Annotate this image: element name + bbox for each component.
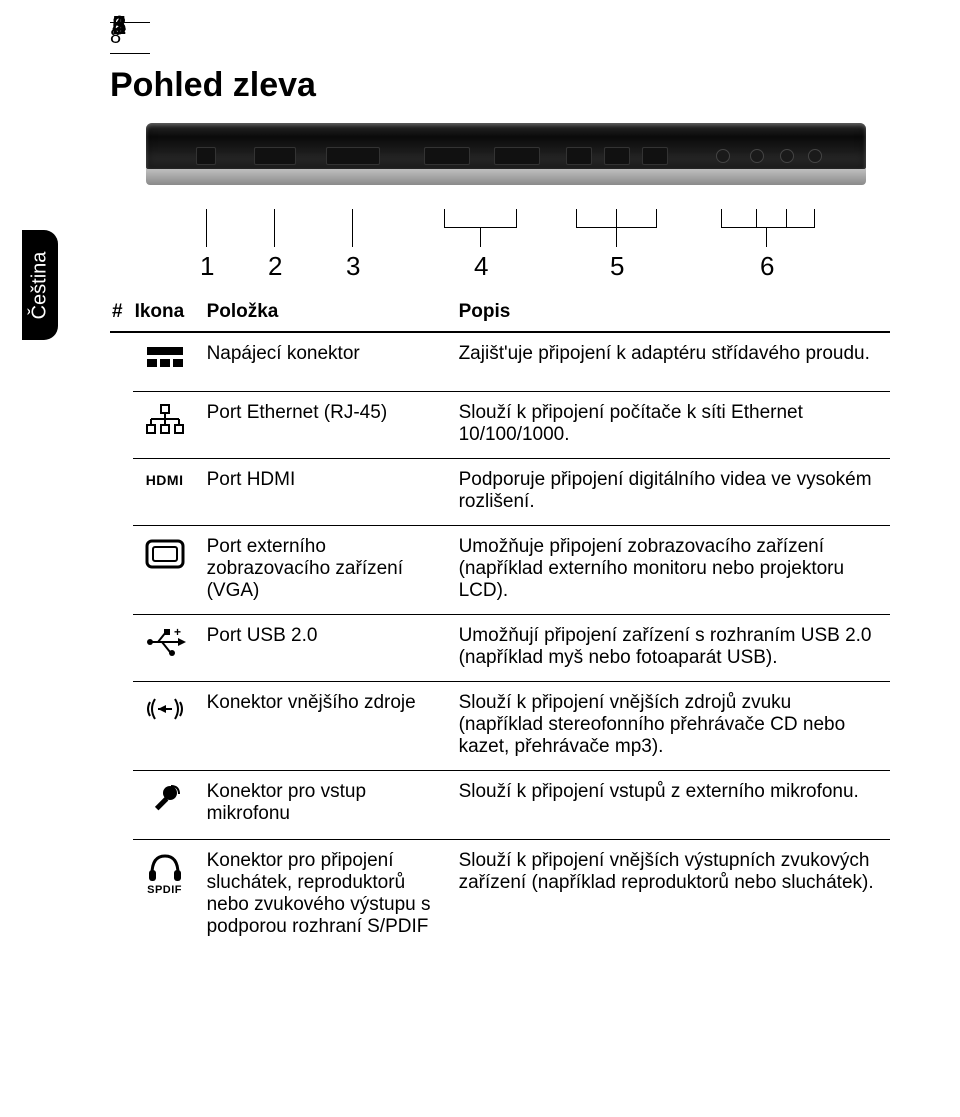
cell-icon: SPDIF: [133, 840, 205, 951]
cell-item: Port Ethernet (RJ-45): [205, 392, 457, 459]
language-tab: Čeština: [22, 230, 58, 340]
cell-icon: HDMI: [133, 459, 205, 526]
leader-drop: [480, 227, 481, 247]
header-item: Položka: [205, 295, 457, 332]
leader-line: [206, 209, 207, 227]
cell-desc: Zajišt'uje připojení k adaptéru střídavé…: [457, 332, 890, 392]
cell-item: Konektor pro vstup mikrofonu: [205, 771, 457, 840]
cell-item: Port USB 2.0: [205, 615, 457, 682]
table-row: 2 Port Ethernet (RJ-45)Slouží k připojen…: [110, 392, 890, 459]
ports-table: # Ikona Položka Popis 1 Napájecí konekto…: [110, 295, 890, 950]
figure-numbers: 1 2 3 4 5 6: [146, 251, 866, 285]
figure-number: 6: [760, 251, 774, 282]
page-title: Pohled zleva: [110, 66, 890, 105]
header-num: #: [110, 295, 133, 332]
line-in-icon: [144, 694, 186, 724]
port: [604, 147, 630, 165]
cell-item: Port HDMI: [205, 459, 457, 526]
table-row: 6 Konektor vnějšího zdrojeSlouží k připo…: [110, 682, 890, 771]
port: [780, 149, 794, 163]
language-tab-label: Čeština: [29, 251, 52, 319]
cell-item: Konektor vnějšího zdroje: [205, 682, 457, 771]
leader-line: [516, 209, 517, 227]
headphones-spdif-icon: SPDIF: [142, 852, 188, 896]
leader-drop: [206, 227, 207, 247]
cell-icon: [133, 682, 205, 771]
laptop-figure: [146, 123, 890, 203]
cell-item: Port externího zobrazovacího zařízení (V…: [205, 526, 457, 615]
table-row: Konektor pro vstup mikrofonuSlouží k při…: [110, 771, 890, 840]
leader-line: [656, 209, 657, 227]
figure-number: 1: [200, 251, 214, 282]
power-icon: [145, 345, 185, 371]
leader-connector: [721, 227, 815, 228]
leader-line: [352, 209, 353, 227]
port: [254, 147, 296, 165]
table-row: 5 + Port USB 2.0Umožňují připojení zaříz…: [110, 615, 890, 682]
table-row: SPDIF Konektor pro připojení sluchátek, …: [110, 840, 890, 951]
figure-number: 2: [268, 251, 282, 282]
leader-drop: [616, 227, 617, 247]
table-row: 4 Port externího zobrazovacího zařízení …: [110, 526, 890, 615]
ethernet-icon: [145, 404, 185, 438]
leader-line: [786, 209, 787, 227]
cell-desc: Podporuje připojení digitálního videa ve…: [457, 459, 890, 526]
laptop-base-strip: [146, 169, 866, 185]
cell-num: [110, 0, 150, 22]
figure-number: 3: [346, 251, 360, 282]
leader-drop: [352, 227, 353, 247]
figure-number: 4: [474, 251, 488, 282]
header-icon: Ikona: [133, 295, 205, 332]
cell-desc: Slouží k připojení počítače k síti Ether…: [457, 392, 890, 459]
cell-desc: Slouží k připojení vnějších zdrojů zvuku…: [457, 682, 890, 771]
port: [642, 147, 668, 165]
table-body: 1 Napájecí konektorZajišt'uje připojení …: [110, 332, 890, 950]
port: [566, 147, 592, 165]
cell-icon: [133, 392, 205, 459]
page: 8 Čeština Pohled zleva 123456 # Ikona Po…: [0, 0, 960, 1117]
vga-icon: [144, 538, 186, 570]
svg-text:+: +: [174, 627, 181, 639]
leader-line: [616, 209, 617, 227]
port: [196, 147, 216, 165]
leader-line: [756, 209, 757, 227]
port: [424, 147, 470, 165]
cell-item: Konektor pro připojení sluchátek, reprod…: [205, 840, 457, 951]
leader-line: [274, 209, 275, 227]
cell-icon: [133, 332, 205, 392]
port: [808, 149, 822, 163]
leader-line: [576, 209, 577, 227]
leader-line: [721, 209, 722, 227]
table-header-row: # Ikona Položka Popis: [110, 295, 890, 332]
port: [716, 149, 730, 163]
leader-lines: [146, 209, 866, 251]
leader-drop: [274, 227, 275, 247]
cell-item: Napájecí konektor: [205, 332, 457, 392]
port: [494, 147, 540, 165]
header-desc: Popis: [457, 295, 890, 332]
table-row: 1 Napájecí konektorZajišt'uje připojení …: [110, 332, 890, 392]
port: [326, 147, 380, 165]
figure-number: 5: [610, 251, 624, 282]
laptop-side-view: [146, 123, 866, 203]
cell-icon: +: [133, 615, 205, 682]
cell-desc: Umožňuje připojení zobrazovacího zařízen…: [457, 526, 890, 615]
leader-drop: [766, 227, 767, 247]
cell-icon: [133, 526, 205, 615]
cell-desc: Slouží k připojení vnějších výstupních z…: [457, 840, 890, 951]
port: [750, 149, 764, 163]
table-row: 3HDMIPort HDMIPodporuje připojení digitá…: [110, 459, 890, 526]
leader-line: [444, 209, 445, 227]
cell-desc: Umožňují připojení zařízení s rozhraním …: [457, 615, 890, 682]
hdmi-icon: HDMI: [142, 472, 188, 488]
usb-icon: +: [144, 627, 186, 657]
cell-icon: [133, 771, 205, 840]
mic-icon: [148, 783, 182, 819]
leader-line: [814, 209, 815, 227]
cell-desc: Slouží k připojení vstupů z externího mi…: [457, 771, 890, 840]
